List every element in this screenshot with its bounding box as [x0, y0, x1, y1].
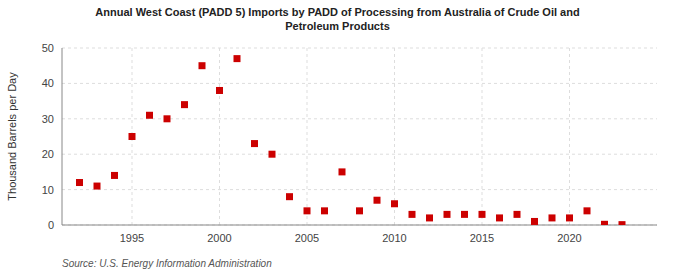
point: [391, 200, 398, 207]
point: [234, 55, 241, 62]
point: [286, 193, 293, 200]
point: [374, 197, 381, 204]
grid: [62, 48, 657, 225]
x-tick-label: 2020: [557, 232, 581, 244]
point: [111, 172, 118, 179]
points: [76, 55, 626, 225]
y-tick-label: 20: [42, 148, 54, 160]
x-grid-line: [394, 48, 395, 225]
point: [216, 87, 223, 94]
x-tick-label: 2015: [470, 232, 494, 244]
point: [549, 214, 556, 221]
point: [426, 214, 433, 221]
point: [321, 207, 328, 214]
y-tick-label: 0: [48, 219, 54, 231]
point: [619, 221, 626, 225]
point: [601, 221, 608, 225]
title-line: Annual West Coast (PADD 5) Imports by PA…: [95, 6, 579, 18]
title-line: Petroleum Products: [285, 20, 390, 32]
point: [531, 218, 538, 225]
y-axis-label: Thousand Barrels per Day: [6, 72, 18, 201]
point: [94, 183, 101, 190]
y-grid-line: [62, 225, 657, 226]
point: [444, 211, 451, 218]
x-tick-label: 2010: [382, 232, 406, 244]
y-tick-label: 10: [42, 184, 54, 196]
point: [304, 207, 311, 214]
point: [496, 214, 503, 221]
x-tick-label: 1995: [120, 232, 144, 244]
y-axis-line: [62, 48, 63, 225]
point: [146, 112, 153, 119]
point: [409, 211, 416, 218]
source-note: Source: U.S. Energy Information Administ…: [62, 258, 272, 269]
point: [181, 101, 188, 108]
x-grid-line: [482, 48, 483, 225]
y-grid-line: [62, 154, 657, 155]
point: [584, 207, 591, 214]
point: [129, 133, 136, 140]
y-tick-label: 50: [42, 42, 54, 54]
point: [269, 151, 276, 158]
x-axis-line: [62, 225, 657, 226]
y-grid-line: [62, 48, 657, 49]
x-grid-line: [307, 48, 308, 225]
chart-title: Annual West Coast (PADD 5) Imports by PA…: [95, 6, 579, 32]
x-tick-label: 2000: [207, 232, 231, 244]
point: [164, 115, 171, 122]
point: [251, 140, 258, 147]
axes: 0 10 20 30 40 50 1995 2000 2005 2010 2015 2020: [42, 42, 657, 244]
x-tick-label: 2005: [295, 232, 319, 244]
point: [339, 168, 346, 175]
point: [199, 62, 206, 69]
point: [479, 211, 486, 218]
chart-svg: Annual West Coast (PADD 5) Imports by PA…: [0, 0, 675, 275]
point: [566, 214, 573, 221]
x-grid-line: [219, 48, 220, 225]
y-grid-line: [62, 189, 657, 190]
y-tick-label: 30: [42, 113, 54, 125]
x-grid-line: [569, 48, 570, 225]
point: [76, 179, 83, 186]
y-tick-label: 40: [42, 77, 54, 89]
chart-container: Annual West Coast (PADD 5) Imports by PA…: [0, 0, 675, 275]
point: [356, 207, 363, 214]
point: [461, 211, 468, 218]
point: [514, 211, 521, 218]
y-grid-line: [62, 83, 657, 84]
